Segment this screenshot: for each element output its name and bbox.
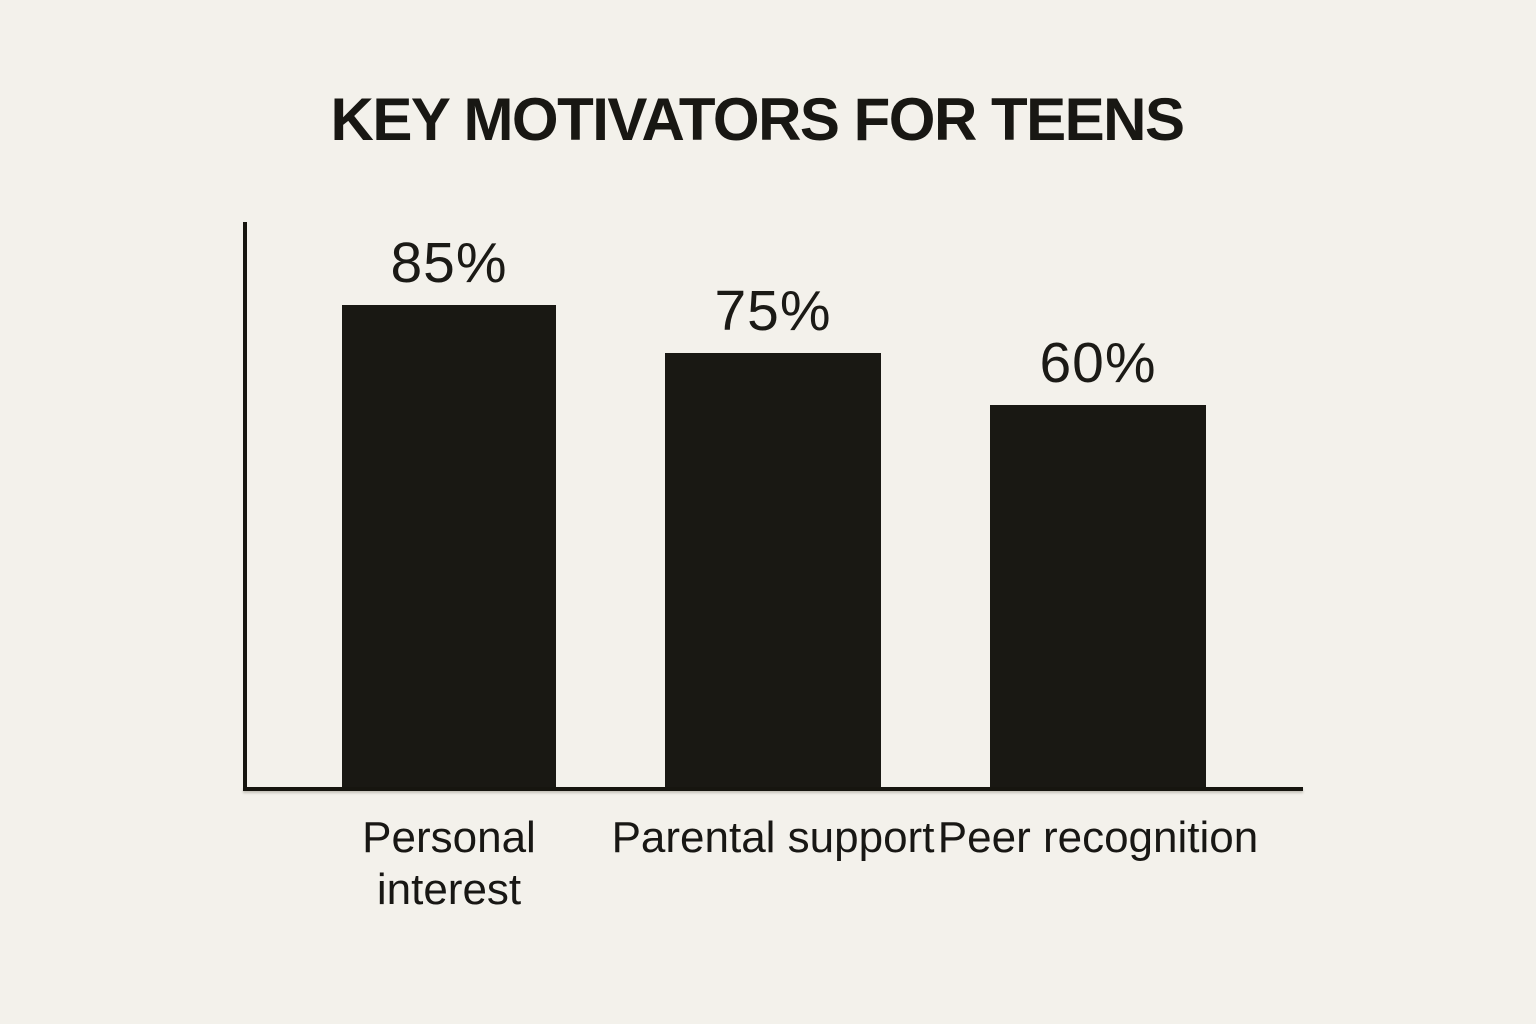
bar-value-label-parental-support: 75% xyxy=(714,279,832,343)
bar-value-label-personal-interest: 85% xyxy=(390,231,508,295)
bar-group-personal-interest: 85% xyxy=(342,235,556,787)
bar-group-peer-recognition: 60% xyxy=(990,335,1206,787)
bar-personal-interest xyxy=(342,305,556,787)
bar-parental-support xyxy=(665,353,881,787)
x-axis-line xyxy=(243,787,1303,791)
bar-category-label-personal-interest: Personal interest xyxy=(362,813,536,914)
bar-group-parental-support: 75% xyxy=(665,283,881,787)
y-axis-line xyxy=(243,222,247,791)
bar-category-label-peer-recognition: Peer recognition xyxy=(937,813,1259,862)
bar-category-label-parental-support: Parental support xyxy=(611,813,935,862)
bar-peer-recognition xyxy=(990,405,1206,787)
bar-value-label-peer-recognition: 60% xyxy=(1039,331,1157,395)
chart-title: KEY MOTIVATORS FOR TEENS xyxy=(330,86,1185,153)
